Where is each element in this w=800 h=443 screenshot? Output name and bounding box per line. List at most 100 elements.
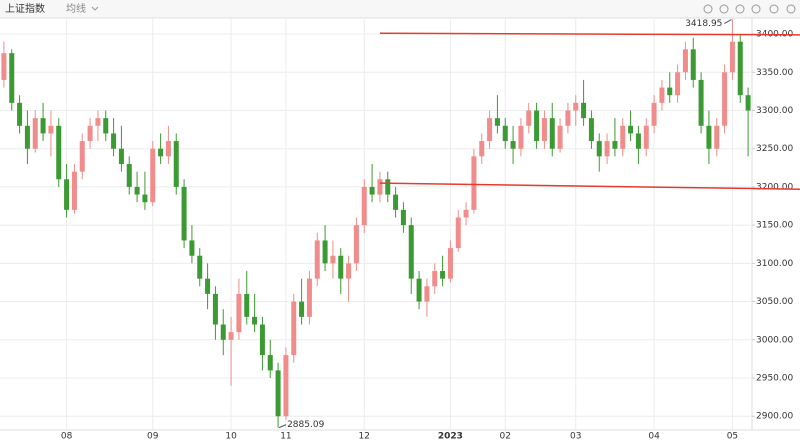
candle-body (596, 141, 602, 157)
trend-line (379, 32, 800, 36)
candle-body (126, 163, 132, 187)
candle-body (252, 316, 258, 325)
toolbar-icons[interactable] (703, 4, 796, 14)
candle-body (173, 141, 179, 187)
y-tick-label: 3100.00 (756, 259, 793, 269)
candle-body (189, 240, 195, 256)
annotation-arrow (278, 424, 287, 429)
candle-body (698, 79, 704, 126)
candle-body (64, 179, 70, 210)
candle-body (212, 293, 218, 325)
candle-body (32, 118, 38, 149)
candle-body (737, 41, 743, 96)
candle-body (651, 102, 657, 126)
candle-body (24, 125, 30, 149)
candle-body (682, 49, 688, 73)
candle-body (314, 240, 320, 279)
candle-body (353, 225, 359, 264)
candle-body (628, 125, 634, 134)
candle-body (181, 186, 187, 241)
candle-body (643, 125, 649, 149)
candle-body (267, 355, 273, 371)
candle-body (40, 118, 46, 134)
candle-body (346, 263, 352, 279)
x-tick-label: 03 (570, 432, 581, 442)
x-tick-label: 10 (225, 432, 237, 442)
candle-body (338, 255, 344, 279)
candle-body (103, 118, 109, 134)
candle-body (440, 271, 446, 279)
candle-body (56, 125, 62, 180)
candle-body (620, 125, 626, 149)
x-tick-label: 09 (147, 432, 159, 442)
candle-body (471, 156, 477, 210)
candle-body (588, 118, 594, 142)
candle-body (385, 179, 391, 195)
candle-body (79, 141, 85, 172)
y-tick-label: 3050.00 (756, 297, 793, 307)
candle-body (393, 194, 399, 210)
candle-body (706, 125, 712, 149)
y-tick-label: 3000.00 (756, 335, 793, 345)
y-tick-label: 2950.00 (756, 374, 793, 384)
candle-body (487, 118, 493, 142)
x-tick-label: 05 (727, 432, 738, 442)
candle-body (48, 125, 54, 134)
candle-body (424, 286, 430, 302)
y-tick-label: 3300.00 (756, 106, 793, 116)
y-tick-label: 2900.00 (756, 412, 793, 422)
candle-body (549, 118, 555, 149)
candle-body (71, 171, 77, 210)
candle-body (604, 141, 610, 157)
candle-body (463, 209, 469, 218)
trend-line (379, 182, 800, 190)
candle-body (220, 324, 226, 340)
candle-body (565, 110, 571, 126)
indicator-menu[interactable]: 均线 (66, 2, 86, 15)
candle-body (479, 141, 485, 157)
candle-body (87, 125, 93, 142)
annotation-label: 3418.95 (685, 19, 722, 29)
x-tick-label: 2023 (438, 432, 463, 442)
x-tick-label: 04 (648, 432, 660, 442)
x-tick-label: 08 (61, 432, 73, 442)
candle-body (95, 118, 101, 126)
dropdown-arrow[interactable] (91, 6, 99, 11)
candle-body (714, 125, 720, 149)
candle-body (581, 102, 587, 119)
candle-body (275, 370, 281, 417)
candle-body (510, 141, 516, 149)
candle-body (236, 293, 242, 333)
candle-body (299, 301, 305, 317)
candle-body (526, 110, 532, 126)
candle-body (432, 271, 438, 287)
candle-body (557, 125, 563, 149)
candle-body (142, 194, 148, 203)
candle-body (377, 179, 383, 195)
y-tick-label: 3200.00 (756, 182, 793, 192)
candle-body (330, 255, 336, 264)
candle-body (667, 87, 673, 96)
candle-body (722, 72, 728, 126)
toolbar (0, 0, 800, 18)
candle-body (659, 87, 665, 103)
candle-body (447, 248, 453, 279)
candle-body (635, 133, 641, 149)
candle-body (534, 110, 540, 142)
candle-body (259, 324, 265, 356)
candle-body (416, 278, 422, 302)
x-tick-label: 02 (500, 432, 511, 442)
candle-body (1, 53, 7, 80)
candle-body (150, 148, 156, 203)
candle-body (118, 148, 124, 164)
candle-body (197, 255, 203, 279)
candle-body (134, 186, 140, 195)
candle-body (494, 118, 500, 126)
candle-body (408, 225, 414, 279)
grid (0, 18, 752, 430)
y-tick-label: 3150.00 (756, 221, 793, 231)
candle-body (111, 133, 117, 149)
candle-body (400, 209, 406, 226)
candle-body (17, 102, 23, 126)
